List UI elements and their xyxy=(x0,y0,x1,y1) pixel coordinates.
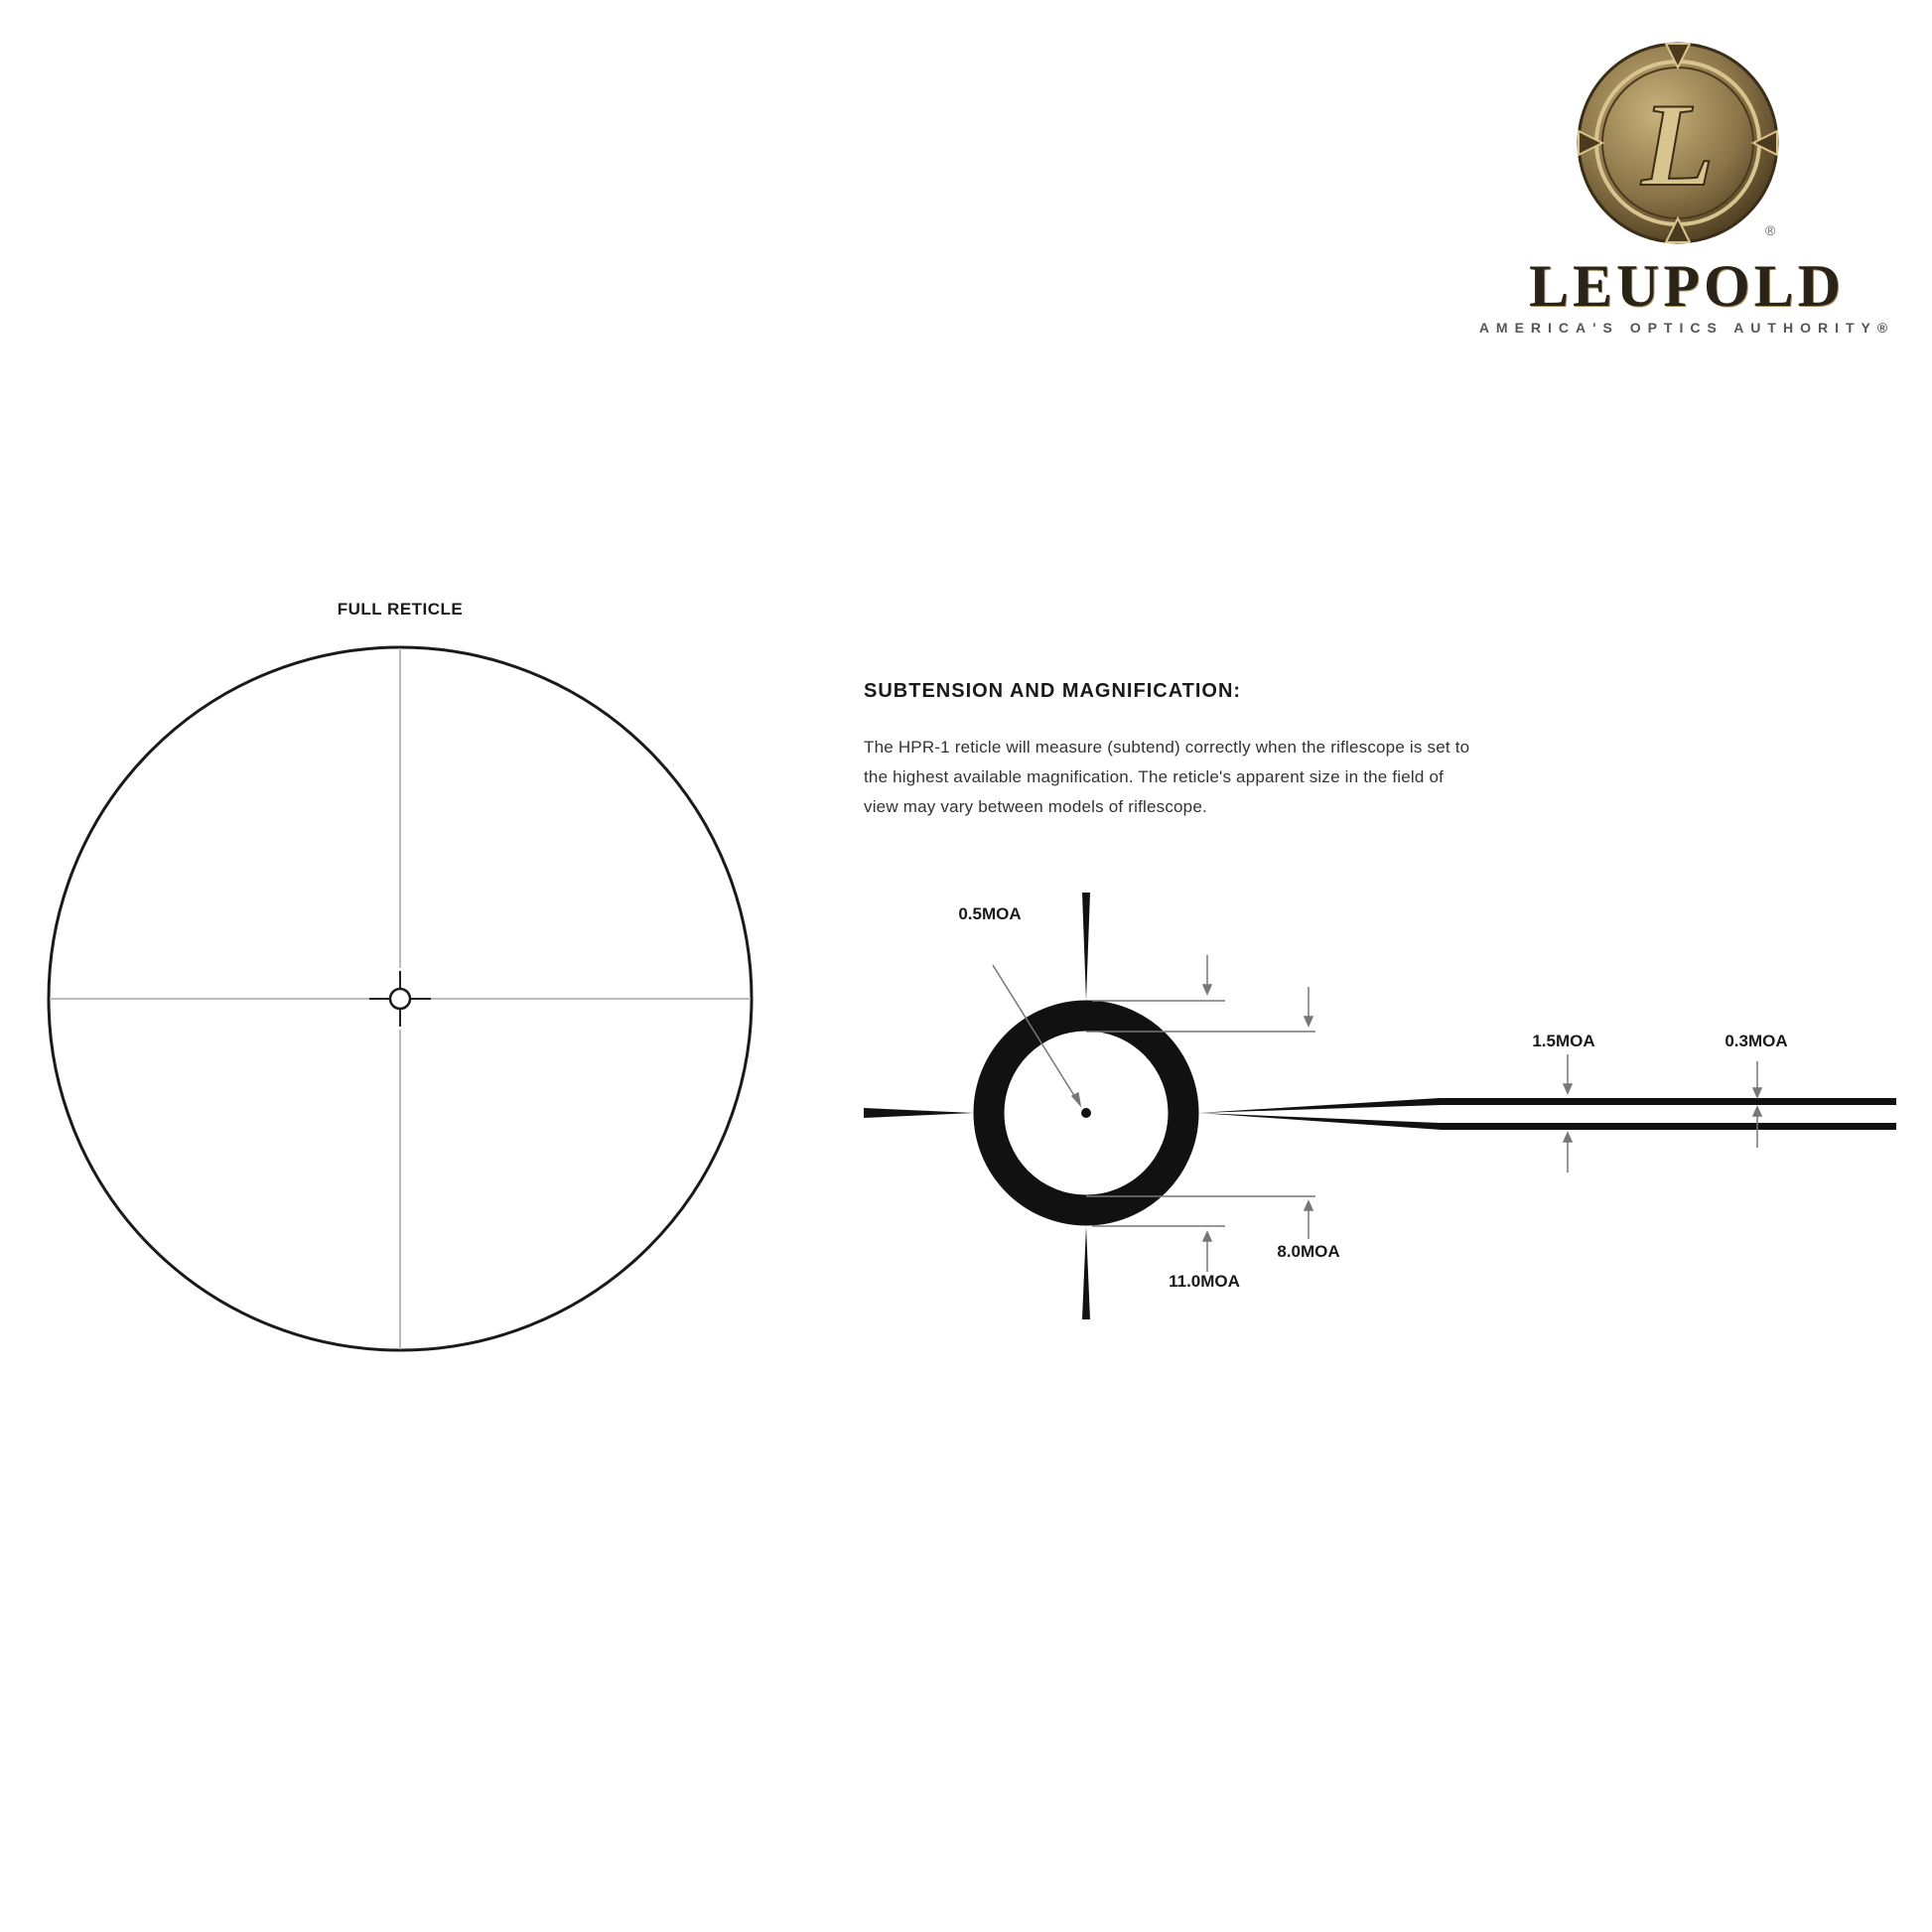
leupold-medallion-logo: L xyxy=(1577,42,1779,244)
inner-ring-label: 8.0MOA xyxy=(1277,1241,1340,1261)
full-reticle-title: FULL RETICLE xyxy=(337,600,464,619)
brand-tagline: AMERICA'S OPTICS AUTHORITY® xyxy=(1478,320,1895,336)
paragraph-line: The HPR-1 reticle will measure (subtend)… xyxy=(864,738,1470,757)
medallion-letter: L xyxy=(1640,78,1714,210)
brand-wordmark: LEUPOLD xyxy=(1528,253,1846,319)
paragraph-line: the highest available magnification. The… xyxy=(864,767,1445,786)
outer-ring-label: 11.0MOA xyxy=(1169,1271,1240,1291)
dot-size-label: 0.5MOA xyxy=(958,903,1022,923)
registered-mark: ® xyxy=(1765,222,1776,238)
post-width-label: 1.5MOA xyxy=(1532,1031,1595,1050)
subtension-title: SUBTENSION AND MAGNIFICATION: xyxy=(864,680,1242,702)
line-width-label: 0.3MOA xyxy=(1725,1031,1788,1050)
paragraph-line: view may vary between models of riflesco… xyxy=(864,797,1207,816)
full-reticle-diagram xyxy=(47,645,754,1352)
detail-reticle-diagram xyxy=(864,893,1896,1319)
